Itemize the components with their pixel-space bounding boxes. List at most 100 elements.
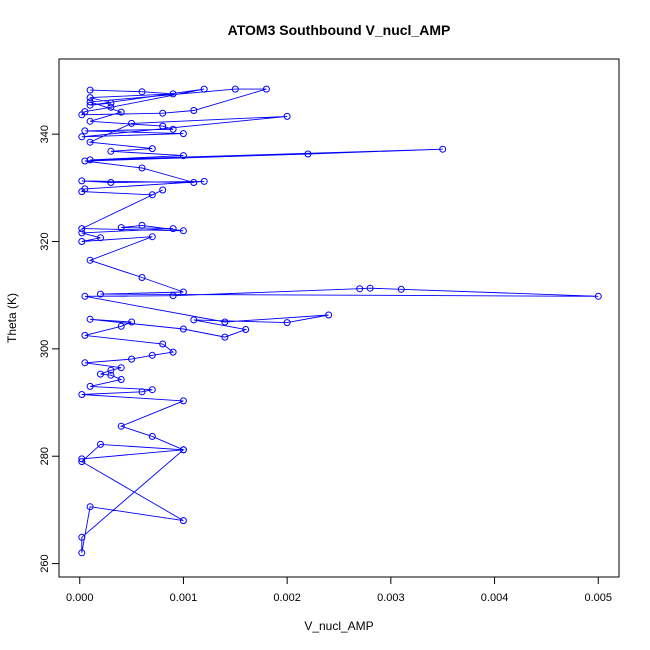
data-point xyxy=(117,108,125,116)
data-point xyxy=(242,326,250,333)
data-point xyxy=(86,117,94,125)
data-point xyxy=(86,86,94,94)
data-point xyxy=(138,88,146,96)
data-point xyxy=(221,333,229,341)
data-point xyxy=(117,364,125,372)
data-point xyxy=(107,371,115,379)
chart-title: ATOM3 Southbound V_nucl_AMP xyxy=(228,22,451,38)
x-tick-label: 0.000 xyxy=(66,592,94,604)
data-point xyxy=(190,316,198,324)
data-point xyxy=(78,458,86,466)
data-point xyxy=(86,382,94,390)
x-tick-label: 0.002 xyxy=(273,592,301,604)
data-point xyxy=(107,179,115,186)
x-tick-label: 0.003 xyxy=(377,592,405,604)
data-point xyxy=(78,177,86,185)
x-tick-label: 0.005 xyxy=(584,592,612,604)
data-point xyxy=(594,292,602,300)
data-point xyxy=(97,440,104,448)
data-point xyxy=(138,274,146,281)
data-point xyxy=(200,85,208,93)
data-point xyxy=(78,238,86,245)
data-point xyxy=(190,179,198,186)
data-point xyxy=(159,340,167,348)
data-point xyxy=(78,533,86,541)
data-point xyxy=(86,94,94,102)
data-point xyxy=(262,85,270,93)
data-point xyxy=(304,150,312,158)
plot-frame xyxy=(58,58,620,578)
data-point xyxy=(97,370,104,378)
y-axis-label: Theta (K) xyxy=(5,293,19,343)
data-point xyxy=(117,224,125,232)
x-tick-label: 0.001 xyxy=(170,592,198,604)
data-point xyxy=(81,359,89,367)
data-point xyxy=(179,288,187,296)
data-point xyxy=(86,98,94,106)
data-point xyxy=(179,517,187,525)
data-point xyxy=(439,145,447,153)
data-point xyxy=(200,177,208,185)
data-point xyxy=(159,186,167,194)
data-point xyxy=(86,156,94,164)
series-line xyxy=(80,88,599,553)
data-point xyxy=(356,285,364,293)
data-point xyxy=(107,147,115,155)
data-point xyxy=(179,446,187,454)
data-point xyxy=(148,386,156,394)
data-point xyxy=(128,119,136,127)
data-point xyxy=(86,138,94,146)
y-tick-label: 320 xyxy=(39,232,51,250)
data-point xyxy=(97,290,104,298)
y-tick-label: 300 xyxy=(39,340,51,358)
data-point xyxy=(78,455,86,463)
data-point xyxy=(138,221,146,229)
data-point xyxy=(148,145,156,153)
y-axis: 260 280 300 320 340 xyxy=(39,125,60,573)
data-point xyxy=(117,322,125,330)
data-point xyxy=(138,164,146,172)
series-layer xyxy=(78,85,602,557)
data-point xyxy=(397,285,405,293)
data-point xyxy=(138,388,146,396)
data-point xyxy=(117,422,125,430)
data-point xyxy=(107,366,115,374)
data-point xyxy=(169,225,177,233)
data-point xyxy=(86,503,94,511)
data-point xyxy=(81,292,89,300)
data-point xyxy=(169,348,177,356)
data-point xyxy=(78,229,86,237)
data-point xyxy=(159,109,167,117)
data-point xyxy=(148,351,156,359)
data-point xyxy=(283,319,291,327)
x-axis-label: V_nucl_AMP xyxy=(304,619,373,633)
data-point xyxy=(179,325,187,333)
data-point xyxy=(159,122,167,130)
data-point xyxy=(78,549,86,557)
data-point xyxy=(169,125,177,133)
data-point xyxy=(325,311,333,319)
data-point xyxy=(179,130,187,138)
data-point xyxy=(148,191,156,199)
data-point xyxy=(179,152,187,160)
data-point xyxy=(81,331,89,339)
data-point xyxy=(169,292,177,300)
data-point xyxy=(107,103,115,111)
data-point xyxy=(117,376,125,383)
y-tick-label: 260 xyxy=(39,554,51,572)
data-point xyxy=(221,318,229,326)
data-point xyxy=(78,225,86,233)
x-tick-label: 0.004 xyxy=(481,592,509,604)
data-point xyxy=(78,133,86,141)
y-tick-label: 340 xyxy=(39,125,51,143)
data-point xyxy=(231,85,239,93)
data-point xyxy=(128,318,136,326)
x-axis: 0.000 0.001 0.002 0.003 0.004 0.005 xyxy=(66,576,612,604)
data-point xyxy=(81,127,89,135)
data-point xyxy=(86,101,94,109)
data-point xyxy=(179,227,187,235)
data-point xyxy=(283,112,291,120)
data-point xyxy=(86,256,94,264)
data-point xyxy=(78,391,86,398)
